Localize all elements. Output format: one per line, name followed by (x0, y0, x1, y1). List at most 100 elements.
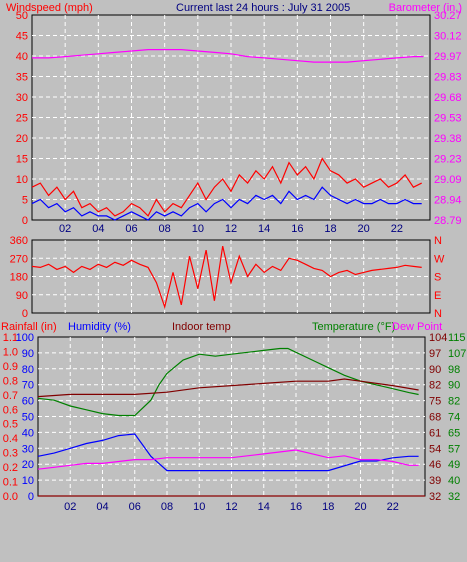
y-tick-label: 0 (22, 215, 28, 227)
y-tick-label: 40 (448, 475, 460, 487)
y-tick-label: 60 (22, 396, 34, 408)
y-tick-label: 5 (22, 195, 28, 207)
x-tick-label: 16 (291, 223, 303, 235)
y-tick-label: 80 (22, 364, 34, 376)
y-tick-label: 115 (448, 332, 466, 344)
y-tick-label: 0.7 (3, 390, 18, 402)
wind-series (31, 48, 424, 221)
y-tick-label: W (434, 253, 445, 265)
y-tick-label: S (434, 272, 441, 284)
y-tick-label: 0 (28, 491, 34, 503)
y-tick-label: 32 (429, 491, 441, 503)
barometer-axis: 28.79 28.94 29.09 29.23 29.38 29.53 29.68 29.83… (434, 10, 462, 227)
x-tick-label: 04 (96, 501, 108, 513)
x-tick-label: 12 (225, 501, 237, 513)
x-tick-label: 18 (324, 223, 336, 235)
x-tick-label: 22 (387, 501, 399, 513)
y-tick-label: 82 (429, 380, 441, 392)
dewpoint-label: Dew Point (392, 321, 442, 333)
y-tick-label: 0.0 (3, 491, 18, 503)
y-tick-label: 29.38 (434, 133, 462, 145)
temperature-panel: 0.0 0.1 0.2 0.3 0.4 0.5 0.6 0.7 0.8 0.9 1.0 1.1 0 10… (3, 332, 467, 513)
y-tick-label: 97 (429, 348, 441, 360)
y-tick-label: 74 (448, 412, 460, 424)
wind-line (31, 186, 422, 221)
y-tick-label: 25 (16, 113, 28, 125)
x-tick-label: 10 (193, 501, 205, 513)
y-tick-label: 50 (22, 412, 34, 424)
temperature-label: Temperature (°F) (312, 321, 395, 333)
y-tick-label: 49 (448, 459, 460, 471)
temperature-line (37, 347, 419, 417)
x-tick-label: 02 (59, 223, 71, 235)
y-tick-label: 98 (448, 364, 460, 376)
y-tick-label: 107 (448, 348, 466, 360)
y-tick-label: 10 (16, 174, 28, 186)
direction-degrees-axis: 0 90 180 270 360 (10, 235, 28, 320)
y-tick-label: 65 (448, 427, 460, 439)
x-tick-label: 20 (358, 223, 370, 235)
x-tick-label: 06 (125, 223, 137, 235)
y-tick-label: 0.8 (3, 375, 18, 387)
indoor-temp-label: Indoor temp (172, 321, 231, 333)
direction-series (31, 245, 422, 310)
barometer-line (32, 48, 424, 63)
y-tick-label: 40 (22, 427, 34, 439)
y-tick-label: 68 (429, 412, 441, 424)
y-tick-label: N (434, 308, 442, 320)
x-tick-label: 18 (322, 501, 334, 513)
x-tick-label: 08 (159, 223, 171, 235)
y-tick-label: 1.1 (3, 332, 18, 344)
y-tick-label: 30.27 (434, 10, 462, 22)
humidity-label: Humidity (%) (68, 321, 131, 333)
humidity-line (37, 433, 419, 472)
gust-line (31, 157, 422, 217)
direction-line (31, 245, 422, 310)
y-tick-label: 0.5 (3, 419, 18, 431)
x-tick-label: 02 (64, 501, 76, 513)
y-tick-label: 75 (429, 396, 441, 408)
y-tick-label: 29.09 (434, 174, 462, 186)
y-tick-label: 28.94 (434, 195, 462, 207)
y-tick-label: 90 (22, 348, 34, 360)
y-tick-label: E (434, 290, 441, 302)
y-tick-label: 29.97 (434, 51, 462, 63)
y-tick-label: 46 (429, 459, 441, 471)
x-tick-label: 06 (129, 501, 141, 513)
x-tick-label: 14 (258, 223, 270, 235)
indoor-line (37, 378, 419, 398)
y-tick-label: 28.79 (434, 215, 462, 227)
y-tick-label: 30 (22, 443, 34, 455)
x-tick-label: 14 (258, 501, 270, 513)
y-tick-label: 82 (448, 396, 460, 408)
y-tick-label: 54 (429, 443, 441, 455)
y-tick-label: 45 (16, 31, 28, 43)
y-tick-label: N (434, 235, 442, 247)
temperature-series (37, 347, 425, 497)
y-tick-label: 104 (429, 332, 447, 344)
y-tick-label: 90 (429, 364, 441, 376)
barometer-label: Barometer (in.) (389, 2, 462, 14)
temperature-x-axis: 02 04 06 08 10 12 14 16 18 20 22 (64, 501, 399, 513)
y-tick-label: 50 (16, 10, 28, 22)
y-tick-label: 20 (22, 459, 34, 471)
x-tick-label: 20 (354, 501, 366, 513)
y-tick-label: 29.53 (434, 113, 462, 125)
humidity-axis: 0 10 20 30 40 50 60 70 80 90 100 (16, 332, 34, 503)
y-tick-label: 40 (16, 51, 28, 63)
y-tick-label: 0.2 (3, 462, 18, 474)
y-tick-label: 360 (10, 235, 28, 247)
x-tick-label: 12 (225, 223, 237, 235)
y-tick-label: 30 (16, 92, 28, 104)
y-tick-label: 0.9 (3, 361, 18, 373)
x-tick-label: 22 (391, 223, 403, 235)
y-tick-label: 1.0 (3, 346, 18, 358)
rainfall-axis: 0.0 0.1 0.2 0.3 0.4 0.5 0.6 0.7 0.8 0.9 1.0 1.1 (3, 332, 18, 503)
y-tick-label: 39 (429, 475, 441, 487)
y-tick-label: 10 (22, 475, 34, 487)
y-tick-label: 0.4 (3, 433, 18, 445)
chart-title: Current last 24 hours : July 31 2005 (176, 2, 350, 14)
